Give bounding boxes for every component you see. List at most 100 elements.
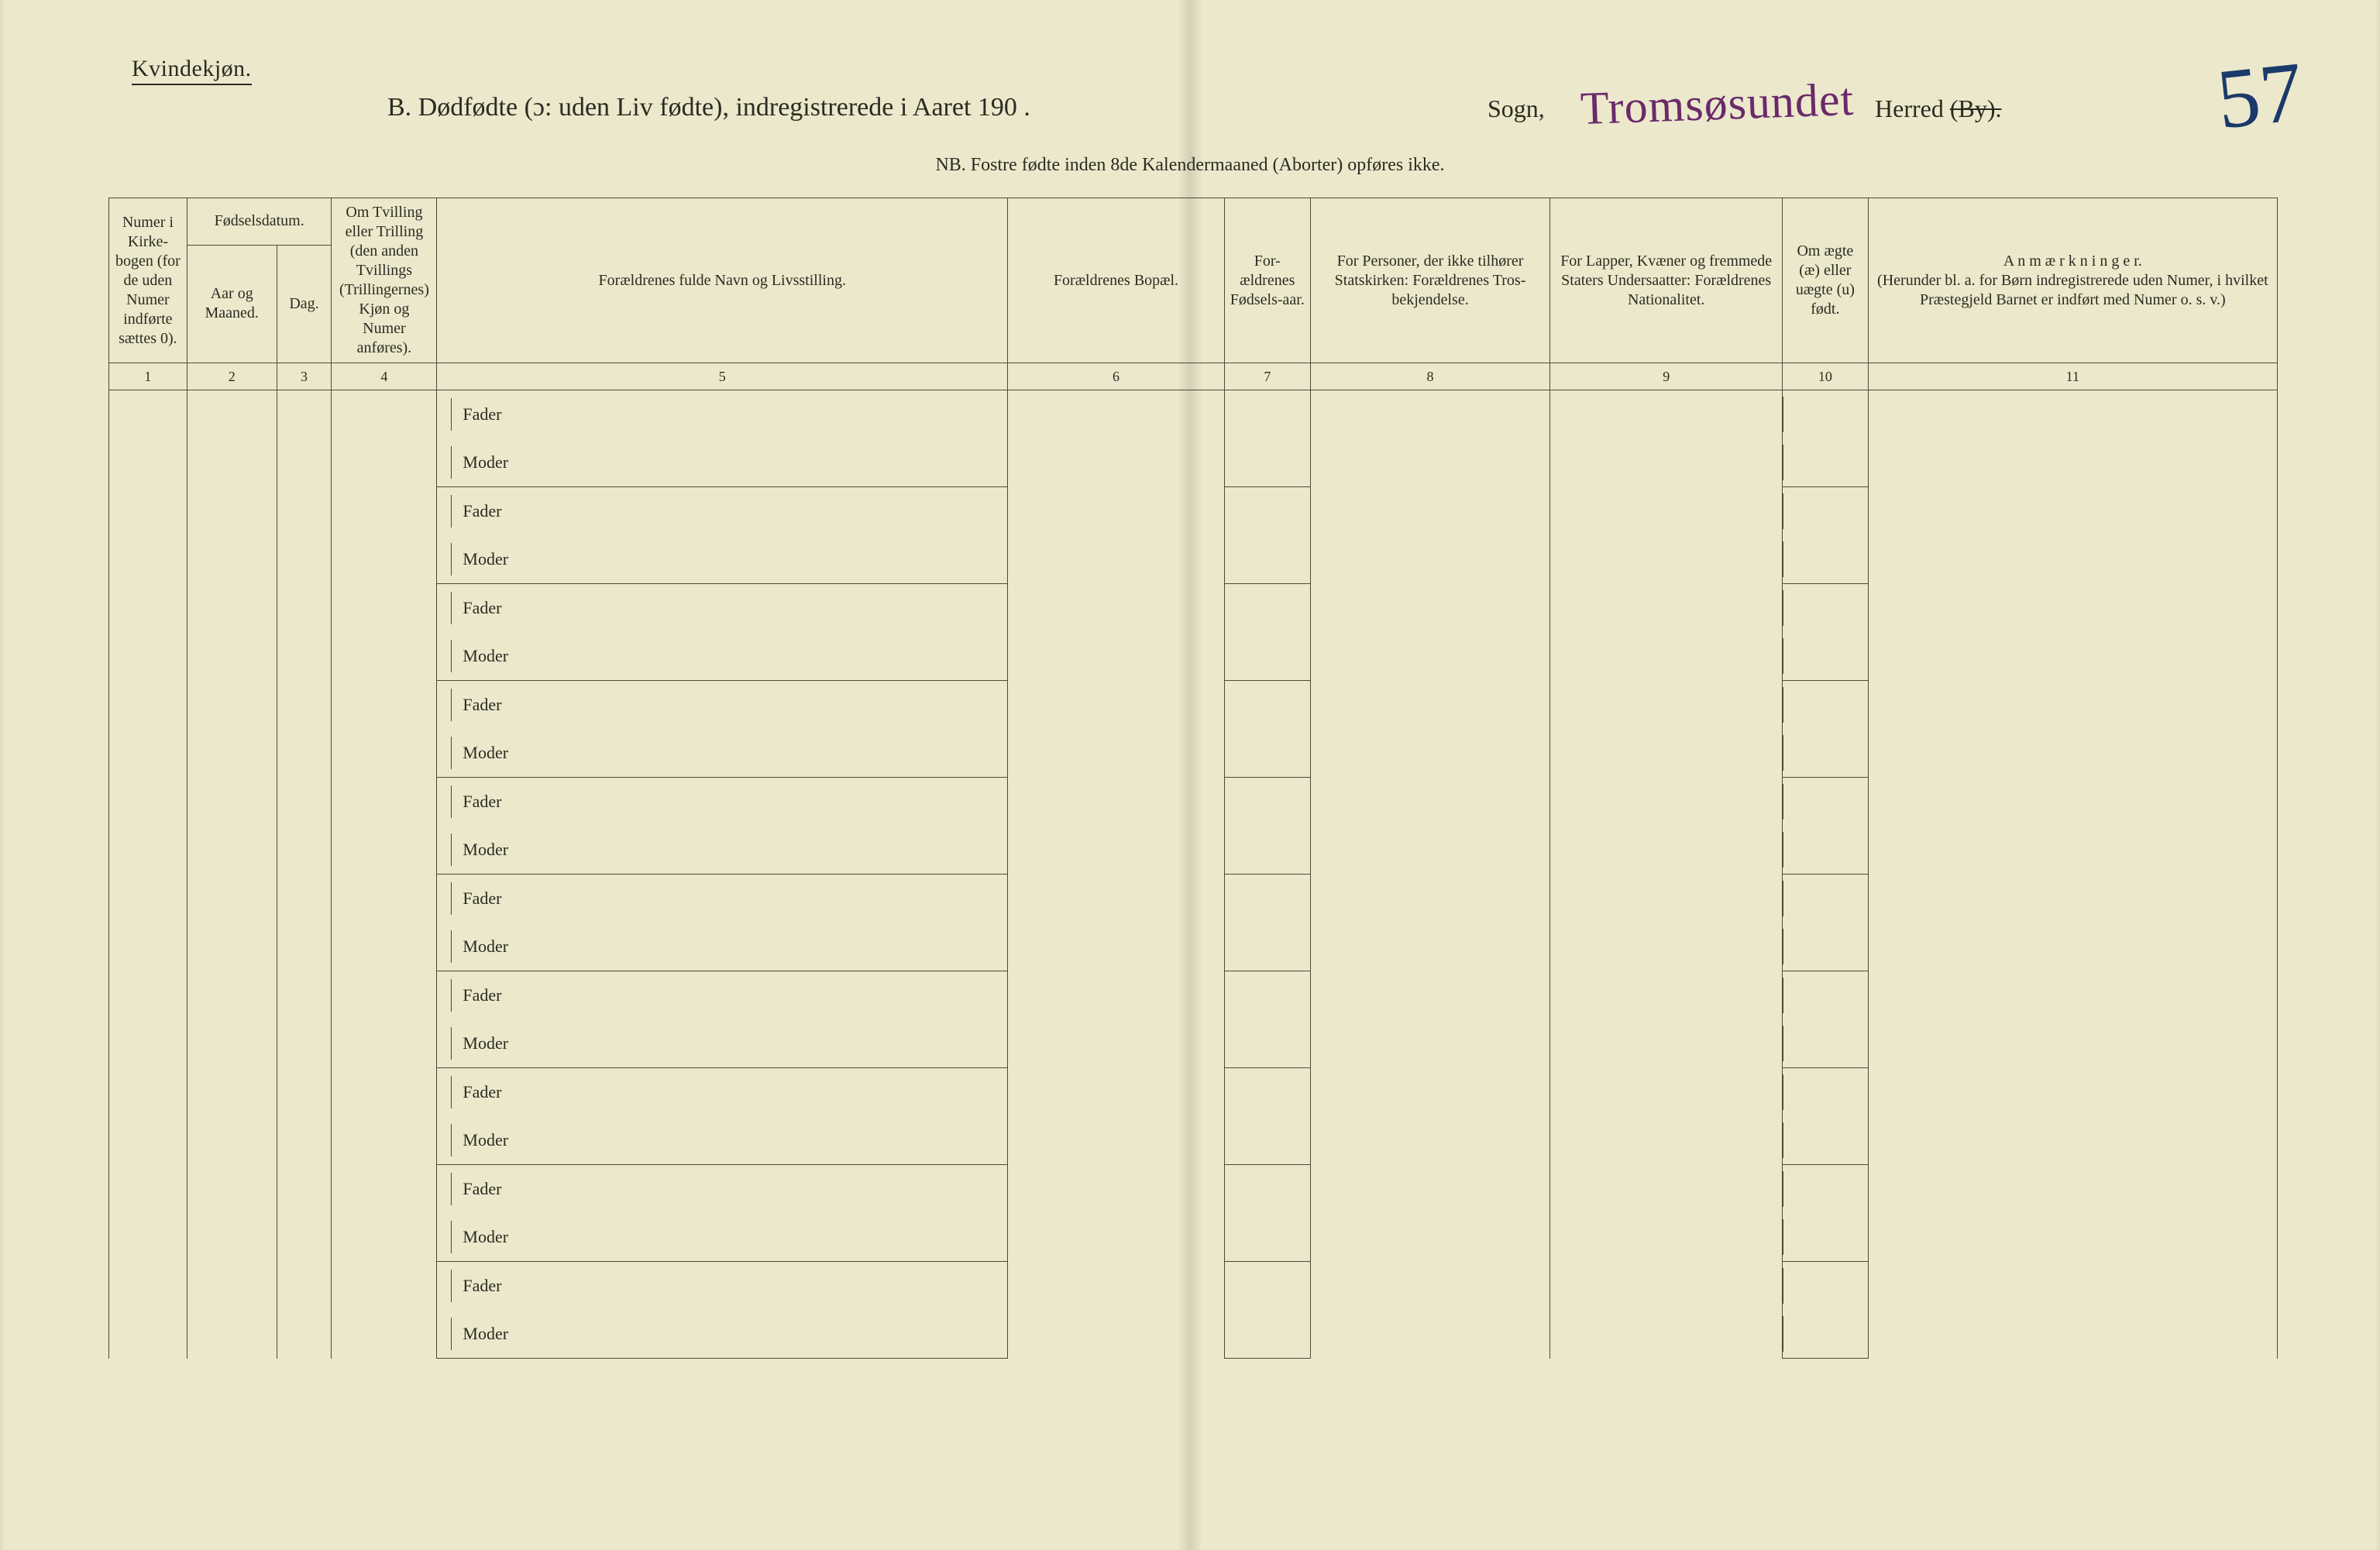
cell xyxy=(1783,1019,1869,1068)
cell-fader: Fader xyxy=(437,681,1008,730)
cell-fader: Fader xyxy=(437,1068,1008,1117)
col-header-5: Forældrenes fulde Navn og Livsstilling. xyxy=(437,198,1008,363)
cell-moder: Moder xyxy=(437,729,1008,778)
cell xyxy=(1783,487,1869,536)
cell xyxy=(1550,487,1783,584)
cell xyxy=(1224,1213,1310,1262)
cell xyxy=(1783,1262,1869,1311)
col-header-11: A n m æ r k n i n g e r. (Herunder bl. a… xyxy=(1868,198,2277,363)
cell xyxy=(1310,971,1550,1068)
moder-label: Moder xyxy=(451,1027,532,1060)
cell-moder: Moder xyxy=(437,1213,1008,1262)
cell xyxy=(1310,487,1550,584)
handwritten-parish: Tromsøsundet xyxy=(1580,73,1855,136)
cell xyxy=(1783,535,1869,584)
colnum: 2 xyxy=(187,363,277,390)
cell-fader: Fader xyxy=(437,487,1008,536)
cell xyxy=(1008,1068,1225,1165)
col-header-3: Dag. xyxy=(277,245,332,363)
cell xyxy=(332,971,437,1068)
cell xyxy=(1310,1262,1550,1359)
cell xyxy=(1868,681,2277,778)
fader-label: Fader xyxy=(451,689,532,721)
colnum: 3 xyxy=(277,363,332,390)
cell xyxy=(1868,390,2277,487)
cell xyxy=(1783,1068,1869,1117)
moder-label: Moder xyxy=(451,1124,532,1156)
cell xyxy=(1224,632,1310,681)
cell xyxy=(187,875,277,971)
cell xyxy=(1783,390,1869,439)
cell xyxy=(277,971,332,1068)
cell xyxy=(1550,1165,1783,1262)
col-header-1: Numer i Kirke-bogen (for de uden Numer i… xyxy=(109,198,187,363)
cell xyxy=(1868,1165,2277,1262)
cell xyxy=(1783,923,1869,971)
table-row: Fader xyxy=(109,1165,2278,1214)
gender-heading: Kvindekjøn. xyxy=(132,56,252,85)
ledger-page: Kvindekjøn. B. Dødfødte (ɔ: uden Liv fød… xyxy=(0,0,2380,1550)
table-row: Fader xyxy=(109,390,2278,439)
table-row: Fader xyxy=(109,487,2278,536)
cell xyxy=(109,390,187,487)
page-number-handwritten: 57 xyxy=(2213,43,2308,150)
moder-label: Moder xyxy=(451,1221,532,1253)
cell xyxy=(1224,1019,1310,1068)
cell xyxy=(1224,584,1310,633)
cell-fader: Fader xyxy=(437,1262,1008,1311)
cell xyxy=(1550,584,1783,681)
cell xyxy=(332,875,437,971)
cell xyxy=(1550,971,1783,1068)
cell-fader: Fader xyxy=(437,875,1008,923)
cell xyxy=(1224,1262,1310,1311)
cell xyxy=(1868,778,2277,875)
table-row: Fader xyxy=(109,778,2278,827)
col-header-2: Aar og Maaned. xyxy=(187,245,277,363)
cell xyxy=(187,390,277,487)
cell xyxy=(109,1262,187,1359)
cell xyxy=(109,584,187,681)
cell-moder: Moder xyxy=(437,826,1008,875)
col-header-9: For Lapper, Kvæner og fremmede Staters U… xyxy=(1550,198,1783,363)
table-body: FaderModerFaderModerFaderModerFaderModer… xyxy=(109,390,2278,1359)
cell xyxy=(1224,729,1310,778)
fader-label: Fader xyxy=(451,979,532,1012)
cell xyxy=(1550,390,1783,487)
cell-moder: Moder xyxy=(437,1019,1008,1068)
cell xyxy=(1310,1165,1550,1262)
title-sogn-label: Sogn, xyxy=(1488,95,1545,123)
colnum: 10 xyxy=(1783,363,1869,390)
colnum: 4 xyxy=(332,363,437,390)
cell xyxy=(1550,681,1783,778)
table-row: Fader xyxy=(109,875,2278,923)
fader-label: Fader xyxy=(451,882,532,915)
cell xyxy=(1868,1262,2277,1359)
cell-fader: Fader xyxy=(437,1165,1008,1214)
cell xyxy=(1224,778,1310,827)
cell-moder: Moder xyxy=(437,1310,1008,1359)
cell-moder: Moder xyxy=(437,438,1008,487)
cell xyxy=(187,681,277,778)
cell xyxy=(1783,1165,1869,1214)
cell xyxy=(187,971,277,1068)
cell xyxy=(1783,584,1869,633)
cell xyxy=(277,1068,332,1165)
cell xyxy=(1310,390,1550,487)
cell xyxy=(1783,729,1869,778)
title-main: B. Dødfødte (ɔ: uden Liv fødte), indregi… xyxy=(387,93,1030,122)
moder-label: Moder xyxy=(451,1318,532,1350)
table-row: Fader xyxy=(109,971,2278,1020)
colnum: 8 xyxy=(1310,363,1550,390)
cell xyxy=(277,390,332,487)
colnum: 7 xyxy=(1224,363,1310,390)
cell xyxy=(109,1165,187,1262)
title-herred: Herred (By). xyxy=(1875,95,2001,123)
cell xyxy=(1224,681,1310,730)
cell xyxy=(1224,923,1310,971)
moder-label: Moder xyxy=(451,833,532,866)
cell xyxy=(1550,1068,1783,1165)
cell xyxy=(1783,1310,1869,1359)
cell-fader: Fader xyxy=(437,778,1008,827)
cell xyxy=(1310,681,1550,778)
fader-label: Fader xyxy=(451,785,532,818)
